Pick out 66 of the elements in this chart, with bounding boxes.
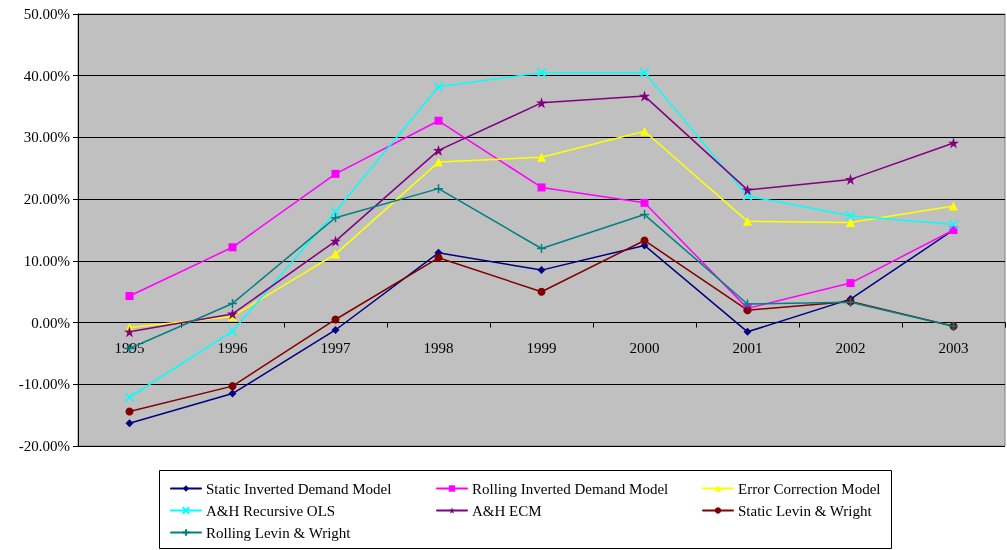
point <box>846 279 855 288</box>
point <box>124 326 135 338</box>
point <box>846 218 855 228</box>
point <box>537 183 546 192</box>
y-tick-label: 30.00% <box>23 129 70 146</box>
x-tick-label: 1997 <box>320 340 351 357</box>
point <box>845 210 856 222</box>
point <box>537 266 546 275</box>
y-tick-label: 10.00% <box>23 252 70 269</box>
point <box>537 287 546 296</box>
x-tick-label: 1999 <box>526 340 557 357</box>
y-tick-label: -20.00% <box>18 438 70 454</box>
point <box>434 157 443 167</box>
y-tick-label: 20.00% <box>23 191 70 208</box>
point <box>536 67 547 78</box>
x-tick-label: 2000 <box>629 340 660 357</box>
point <box>125 292 134 301</box>
point <box>742 184 753 196</box>
point <box>948 137 959 149</box>
point <box>640 198 649 207</box>
point <box>228 389 237 398</box>
point <box>330 206 341 217</box>
point <box>125 407 134 416</box>
y-tick-label: -10.00% <box>18 376 70 393</box>
y-tick-label: 0.00% <box>31 314 70 331</box>
point <box>433 144 444 156</box>
x-tick-label: 2002 <box>835 340 866 357</box>
point <box>845 173 856 185</box>
point <box>331 249 340 259</box>
x-tick-label: 2001 <box>732 340 763 357</box>
point <box>743 327 752 336</box>
point <box>331 169 340 178</box>
point <box>434 116 443 125</box>
point <box>125 419 134 428</box>
legend-label: Static Inverted Demand Model <box>206 480 392 497</box>
legend-label: Rolling Inverted Demand Model <box>472 480 669 497</box>
point <box>434 253 443 262</box>
point <box>331 315 340 324</box>
point <box>228 243 237 252</box>
point <box>742 298 753 310</box>
x-tick-label: 1996 <box>217 340 248 357</box>
point <box>640 126 649 136</box>
point <box>948 219 959 230</box>
x-tick-label: 2003 <box>938 340 969 357</box>
x-tick-label: 1998 <box>423 340 454 357</box>
y-tick-label: 40.00% <box>23 67 70 84</box>
legend-label: A&H ECM <box>472 502 542 519</box>
point <box>227 325 238 337</box>
y-tick-label: 50.00% <box>23 6 70 22</box>
point <box>742 190 753 202</box>
point <box>537 152 546 162</box>
point <box>949 201 958 211</box>
point <box>331 325 340 334</box>
legend-label: Rolling Levin & Wright <box>206 524 352 541</box>
legend-label: A&H Recursive OLS <box>206 502 336 519</box>
point <box>536 97 547 109</box>
point <box>640 236 649 245</box>
point <box>639 67 650 78</box>
legend-label: Static Levin & Wright <box>738 502 873 519</box>
point <box>330 235 341 247</box>
point <box>639 90 650 102</box>
point <box>743 216 752 226</box>
point <box>228 382 237 391</box>
legend-label: Error Correction Model <box>738 480 881 497</box>
point <box>124 392 135 403</box>
point <box>433 81 444 93</box>
